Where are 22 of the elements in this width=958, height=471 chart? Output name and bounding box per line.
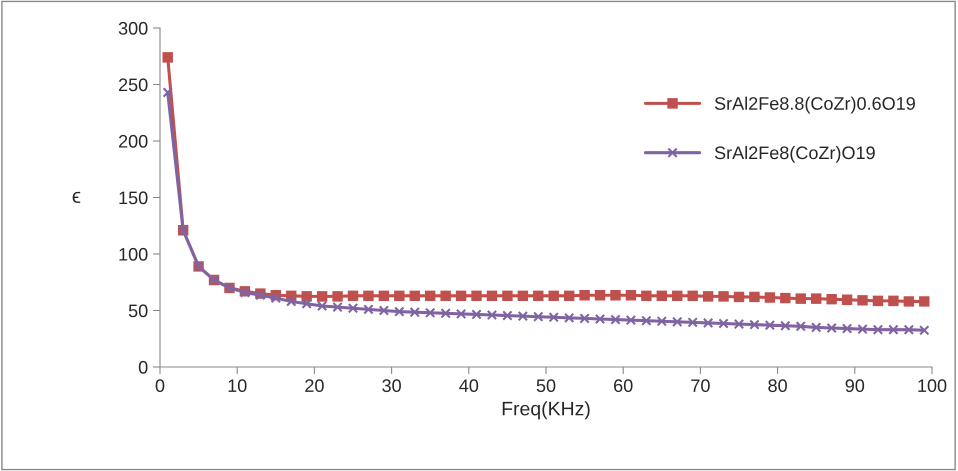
- y-tick-label: 50: [128, 304, 148, 318]
- x-tick-label: 90: [846, 379, 864, 392]
- x-tick-label: 40: [459, 379, 478, 392]
- x-tick-label: 100: [918, 379, 946, 392]
- legend-label: SrAl2Fe8.8(CoZr)0.6O19: [714, 96, 915, 114]
- y-tick-label: 0: [138, 360, 148, 374]
- x-tick-label: 10: [228, 379, 247, 392]
- x-axis-title: Freq(KHz): [502, 401, 590, 420]
- legend-label: SrAl2Fe8(CoZr)O19: [714, 146, 875, 163]
- x-tick-label: 20: [305, 379, 324, 392]
- y-tick-label: 100: [119, 248, 148, 261]
- x-tick-label: 60: [614, 379, 633, 392]
- y-tick-label: 300: [118, 22, 148, 35]
- y-tick-label: 150: [119, 191, 148, 204]
- y-tick-label: 200: [118, 134, 148, 148]
- x-tick-label: 80: [768, 379, 787, 392]
- x-tick-label: 30: [382, 379, 401, 392]
- x-tick-label: 70: [691, 379, 710, 392]
- y-axis-title: ϵ: [72, 192, 80, 203]
- y-tick-label: 250: [118, 78, 148, 92]
- x-tick-label: 50: [536, 379, 556, 392]
- x-tick-label: 0: [156, 379, 164, 392]
